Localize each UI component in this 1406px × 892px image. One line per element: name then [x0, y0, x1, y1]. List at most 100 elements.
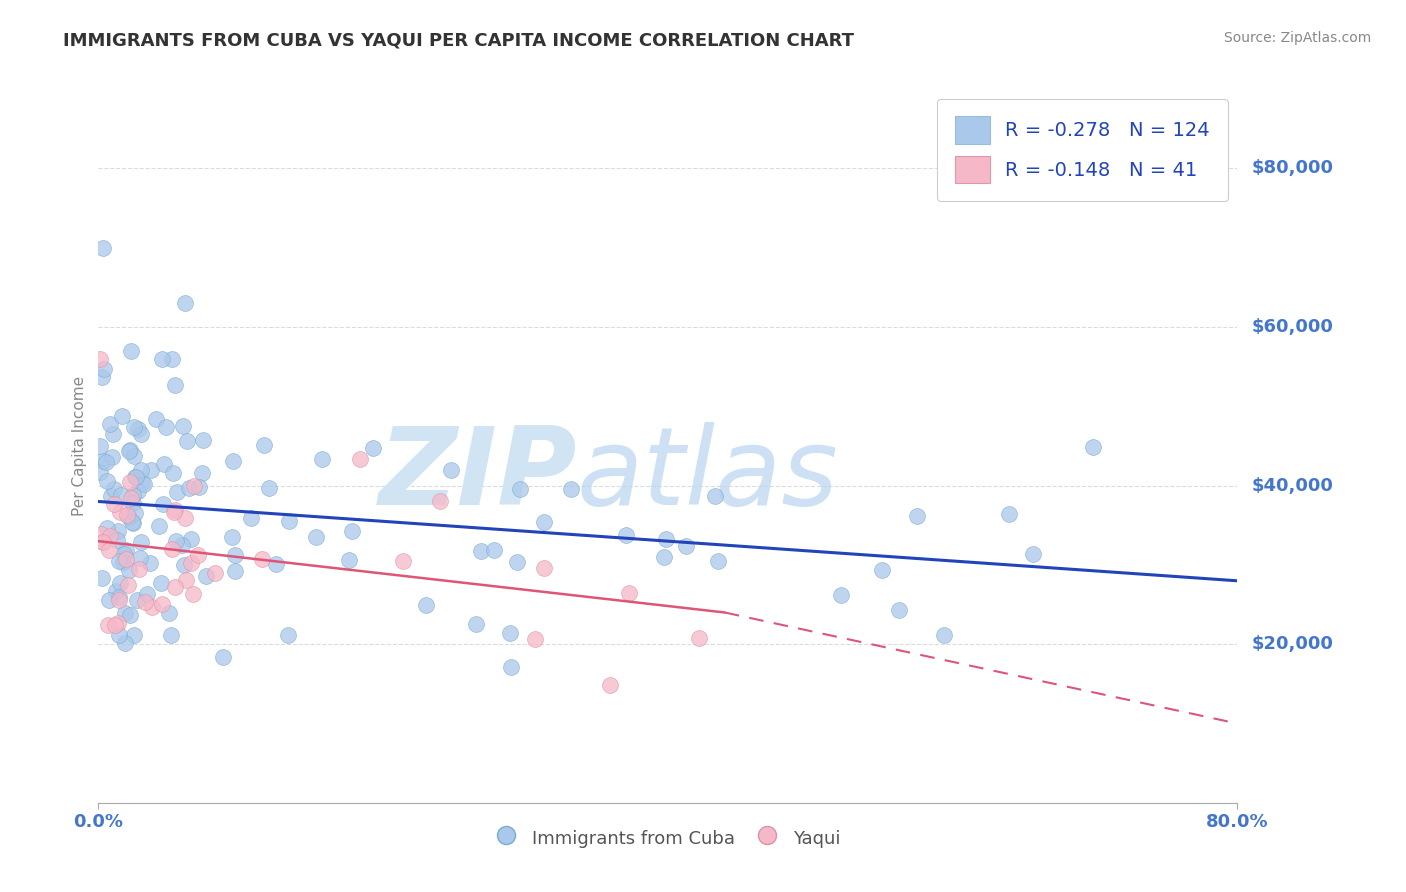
Text: atlas: atlas [576, 422, 838, 527]
Point [96, 474, 118, 488]
Text: Source: ZipAtlas.com: Source: ZipAtlas.com [1223, 31, 1371, 45]
Point [117, 578, 139, 592]
Point [118, 444, 141, 458]
Point [160, 351, 183, 366]
Point [115, 552, 138, 566]
Point [150, 575, 173, 590]
Point [125, 469, 148, 483]
Point [277, 628, 299, 642]
Point [120, 442, 142, 457]
Point [162, 466, 184, 480]
Point [997, 507, 1019, 521]
Point [183, 587, 205, 601]
Point [97, 543, 120, 558]
Point [180, 556, 202, 570]
Point [361, 441, 384, 455]
Text: $80,000: $80,000 [1251, 160, 1333, 178]
Point [107, 616, 129, 631]
Y-axis label: Per Capita Income: Per Capita Income [72, 376, 87, 516]
Point [93, 362, 115, 376]
Point [131, 476, 153, 491]
Text: $40,000: $40,000 [1251, 476, 1333, 495]
Text: ZIP: ZIP [378, 422, 576, 527]
Point [165, 377, 187, 392]
Point [652, 549, 675, 564]
Point [165, 534, 187, 549]
Point [870, 563, 893, 577]
Point [688, 631, 710, 645]
Point [239, 510, 262, 524]
Point [170, 538, 193, 552]
Point [174, 510, 197, 524]
Point [211, 649, 233, 664]
Point [440, 463, 463, 477]
Point [121, 516, 143, 531]
Point [103, 426, 125, 441]
Point [105, 583, 128, 598]
Point [221, 530, 243, 544]
Point [114, 635, 136, 649]
Point [349, 452, 371, 467]
Point [122, 450, 145, 464]
Point [150, 598, 173, 612]
Point [114, 606, 136, 620]
Point [174, 573, 197, 587]
Point [89, 439, 111, 453]
Point [134, 595, 156, 609]
Point [163, 580, 186, 594]
Point [224, 548, 246, 562]
Point [108, 576, 131, 591]
Legend: Immigrants from Cuba, Yaqui: Immigrants from Cuba, Yaqui [486, 818, 849, 858]
Point [107, 524, 129, 538]
Point [188, 480, 211, 494]
Point [166, 485, 188, 500]
Point [429, 493, 451, 508]
Point [124, 470, 146, 484]
Point [187, 549, 209, 563]
Point [103, 482, 125, 496]
Point [125, 592, 148, 607]
Point [103, 498, 125, 512]
Point [89, 526, 111, 541]
Point [108, 591, 131, 605]
Point [264, 557, 287, 571]
Point [533, 515, 555, 529]
Point [98, 529, 121, 543]
Point [105, 533, 128, 547]
Point [157, 606, 180, 620]
Point [91, 241, 114, 255]
Point [250, 552, 273, 566]
Point [101, 450, 124, 464]
Point [91, 535, 114, 549]
Point [194, 569, 217, 583]
Point [96, 455, 118, 469]
Point [655, 533, 678, 547]
Point [104, 618, 127, 632]
Text: $60,000: $60,000 [1251, 318, 1333, 336]
Point [675, 539, 697, 553]
Point [506, 555, 529, 569]
Point [204, 566, 226, 580]
Point [499, 626, 522, 640]
Point [121, 516, 143, 530]
Point [118, 510, 141, 524]
Point [153, 458, 176, 472]
Point [129, 427, 152, 442]
Point [509, 482, 531, 496]
Point [112, 547, 135, 561]
Point [173, 296, 195, 310]
Point [97, 593, 120, 607]
Point [155, 420, 177, 434]
Point [253, 438, 276, 452]
Point [110, 488, 132, 502]
Point [501, 659, 523, 673]
Point [145, 412, 167, 426]
Point [122, 496, 145, 510]
Point [118, 563, 141, 577]
Point [257, 481, 280, 495]
Point [464, 616, 486, 631]
Point [91, 370, 114, 384]
Point [159, 627, 181, 641]
Point [135, 586, 157, 600]
Point [108, 554, 131, 568]
